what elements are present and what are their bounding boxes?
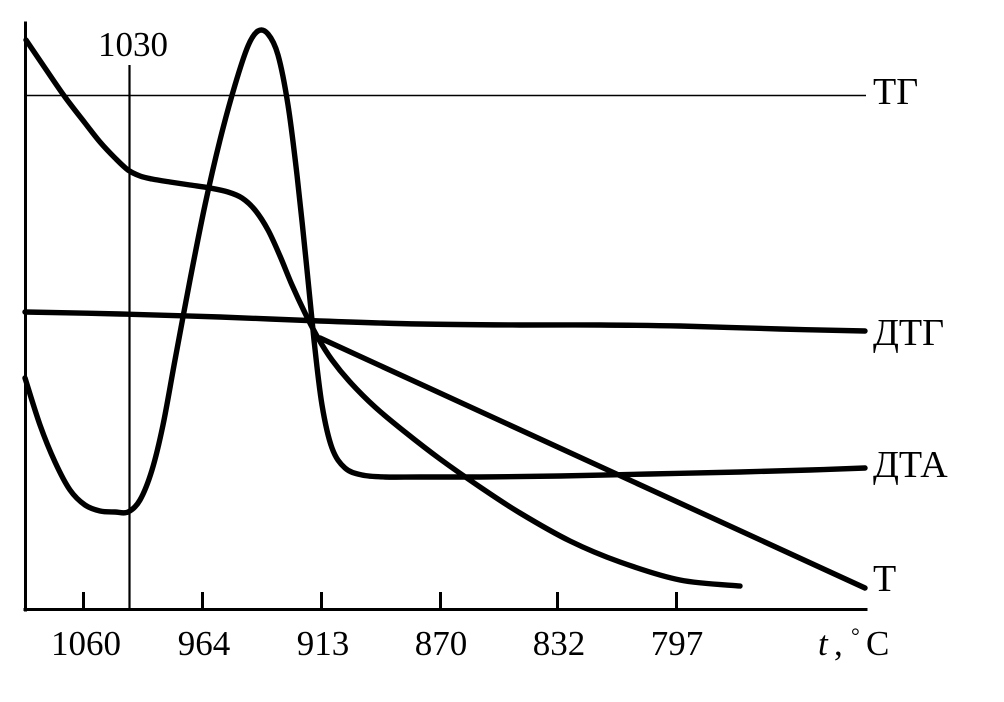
x-tick-label-1060: 1060 [51, 624, 121, 663]
dta-curve-path [22, 27, 868, 516]
x-axis-title-unit: C [866, 624, 889, 663]
x-axis-title-comma: , [834, 624, 843, 663]
x-tick-label-832: 832 [533, 624, 586, 663]
series-t-group: Т [23, 37, 896, 600]
x-tick-label-870: 870 [415, 624, 468, 663]
x-axis-title-variable: t [818, 624, 829, 663]
x-tick-label-913: 913 [297, 624, 350, 663]
dtg-curve-path [22, 309, 868, 334]
marker-1030-label: 1030 [98, 25, 168, 64]
series-label-dtg: ДТГ [873, 312, 944, 354]
t-curve-path [23, 37, 743, 589]
marker-1030-group: 1030 [98, 25, 168, 610]
series-label-t: Т [873, 558, 896, 600]
x-tick-label-964: 964 [178, 624, 231, 663]
x-axis-ticks [82, 592, 678, 610]
axes-group [23, 21, 868, 612]
x-axis-title-degree: ° [851, 623, 860, 648]
series-dta-group: ДТА [22, 27, 948, 516]
series-label-tg: ТГ [873, 71, 918, 113]
svg-text:t: t [818, 624, 829, 663]
series-tg-group: ТГ [25, 71, 918, 113]
x-tick-label-797: 797 [651, 624, 704, 663]
series-dtg-group: ДТГ [22, 309, 944, 354]
series-label-dta: ДТА [873, 444, 948, 486]
x-axis-tick-labels: 1060 964 913 870 832 797 [51, 624, 703, 663]
x-axis-title: t , ° C [818, 623, 889, 663]
t-curve-tail-path [317, 335, 868, 591]
